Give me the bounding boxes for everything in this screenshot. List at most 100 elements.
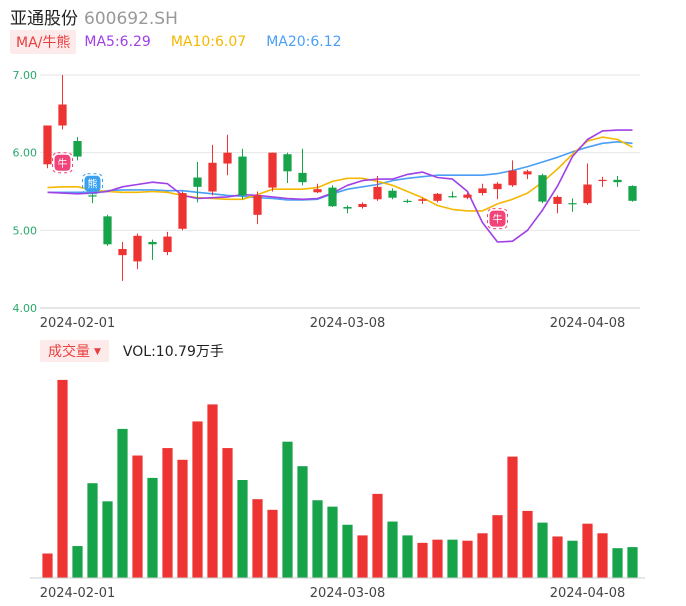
candle-body [478, 188, 487, 194]
candle-body [418, 199, 427, 201]
volume-bar [492, 515, 503, 578]
candle-body [448, 196, 457, 198]
candle-body [463, 194, 472, 198]
candle-body [523, 171, 532, 175]
volume-bar [207, 404, 218, 578]
volume-bar [417, 542, 428, 578]
volume-bar [42, 553, 53, 578]
candle-body [358, 203, 367, 208]
volume-bar [237, 480, 248, 578]
candle-body [253, 195, 262, 215]
volume-bar [222, 448, 233, 578]
candle-body [268, 152, 277, 188]
bear-marker-icon [84, 175, 101, 192]
volume-bar [57, 379, 68, 578]
candle-body [103, 216, 112, 245]
ma5-legend: MA5:6.29 [84, 34, 151, 50]
volume-bar [342, 524, 353, 578]
volume-bar [267, 509, 278, 578]
candle-body [133, 235, 142, 262]
caret-down-icon: ▼ [94, 347, 101, 357]
bull-marker-icon [489, 210, 506, 227]
volume-bar [462, 540, 473, 578]
candle-body [313, 189, 322, 193]
candle-body [538, 175, 547, 202]
candle-body [568, 203, 577, 205]
candle-body [163, 236, 172, 253]
date-tick-label: 2024-04-08 [550, 586, 626, 601]
volume-legend: 成交量 ▼ VOL:10.79万手 [40, 340, 224, 362]
volume-bar [192, 421, 203, 578]
candle-body [223, 152, 232, 164]
date-tick-label: 2024-02-01 [40, 316, 116, 331]
candle-body [238, 156, 247, 196]
candle-body [388, 190, 397, 198]
volume-indicator-button[interactable]: 成交量 ▼ [40, 340, 109, 362]
candle-body [73, 141, 82, 157]
volume-indicator-label: 成交量 [48, 344, 90, 360]
volume-bar [177, 459, 188, 578]
date-tick-label: 2024-03-08 [310, 586, 386, 601]
price-tick-label: 7.00 [13, 69, 38, 82]
volume-bar [582, 523, 593, 578]
indicator-selector-button[interactable]: MA/牛熊 [10, 30, 77, 54]
volume-bar [102, 501, 113, 578]
candle-body [583, 184, 592, 204]
volume-bar [72, 546, 83, 578]
candle-body [373, 186, 382, 200]
candle-body [43, 125, 52, 165]
marker-label: 牛 [58, 157, 68, 170]
candle-body [118, 248, 127, 256]
candle-body [403, 200, 412, 203]
candle-body [508, 170, 517, 186]
candle-body [178, 193, 187, 229]
volume-bar [147, 477, 158, 578]
volume-bar [612, 548, 623, 578]
candle-body [613, 179, 622, 183]
candle-body [58, 104, 67, 126]
candle-body [328, 187, 337, 207]
volume-bar [597, 533, 608, 578]
volume-bar [132, 455, 143, 578]
candle-body [88, 195, 97, 197]
stock-name: 亚通股份 [10, 9, 78, 29]
ma20-legend: MA20:6.12 [266, 34, 342, 50]
candle-body [193, 177, 202, 187]
candle-body [148, 241, 157, 245]
candle-body [493, 183, 502, 190]
volume-bar [432, 539, 443, 578]
price-tick-label: 5.00 [13, 224, 38, 237]
date-tick-label: 2024-03-08 [310, 316, 386, 331]
volume-bar [117, 428, 128, 578]
candle-body [628, 186, 637, 201]
date-tick-label: 2024-04-08 [550, 316, 626, 331]
volume-bar [387, 521, 398, 578]
volume-value: VOL:10.79万手 [122, 344, 224, 360]
ma10-legend: MA10:6.07 [170, 34, 247, 50]
stock-title: 亚通股份 600692.SH [10, 4, 178, 29]
volume-bar [297, 466, 308, 578]
candle-body [343, 207, 352, 209]
volume-bar [567, 540, 578, 578]
indicator-legend: MA/牛熊 MA5:6.29 MA10:6.07 MA20:6.12 [10, 30, 362, 54]
volume-bar [252, 499, 263, 578]
volume-bar [447, 539, 458, 578]
candle-body [298, 172, 307, 183]
volume-bar [162, 448, 173, 578]
candle-body [598, 179, 607, 182]
marker-label: 熊 [88, 178, 98, 191]
volume-bar [282, 441, 293, 578]
ma10-line [47, 136, 633, 212]
price-tick-label: 6.00 [13, 147, 38, 160]
volume-bar [372, 493, 383, 578]
bull-marker-icon [54, 154, 71, 171]
volume-bar [402, 535, 413, 578]
date-tick-label: 2024-02-01 [40, 586, 116, 601]
volume-bar [552, 536, 563, 578]
ma5-line [47, 129, 633, 243]
volume-bar [87, 483, 98, 578]
volume-bar [537, 522, 548, 578]
stock-code: 600692.SH [84, 9, 178, 29]
volume-bar [477, 533, 488, 578]
